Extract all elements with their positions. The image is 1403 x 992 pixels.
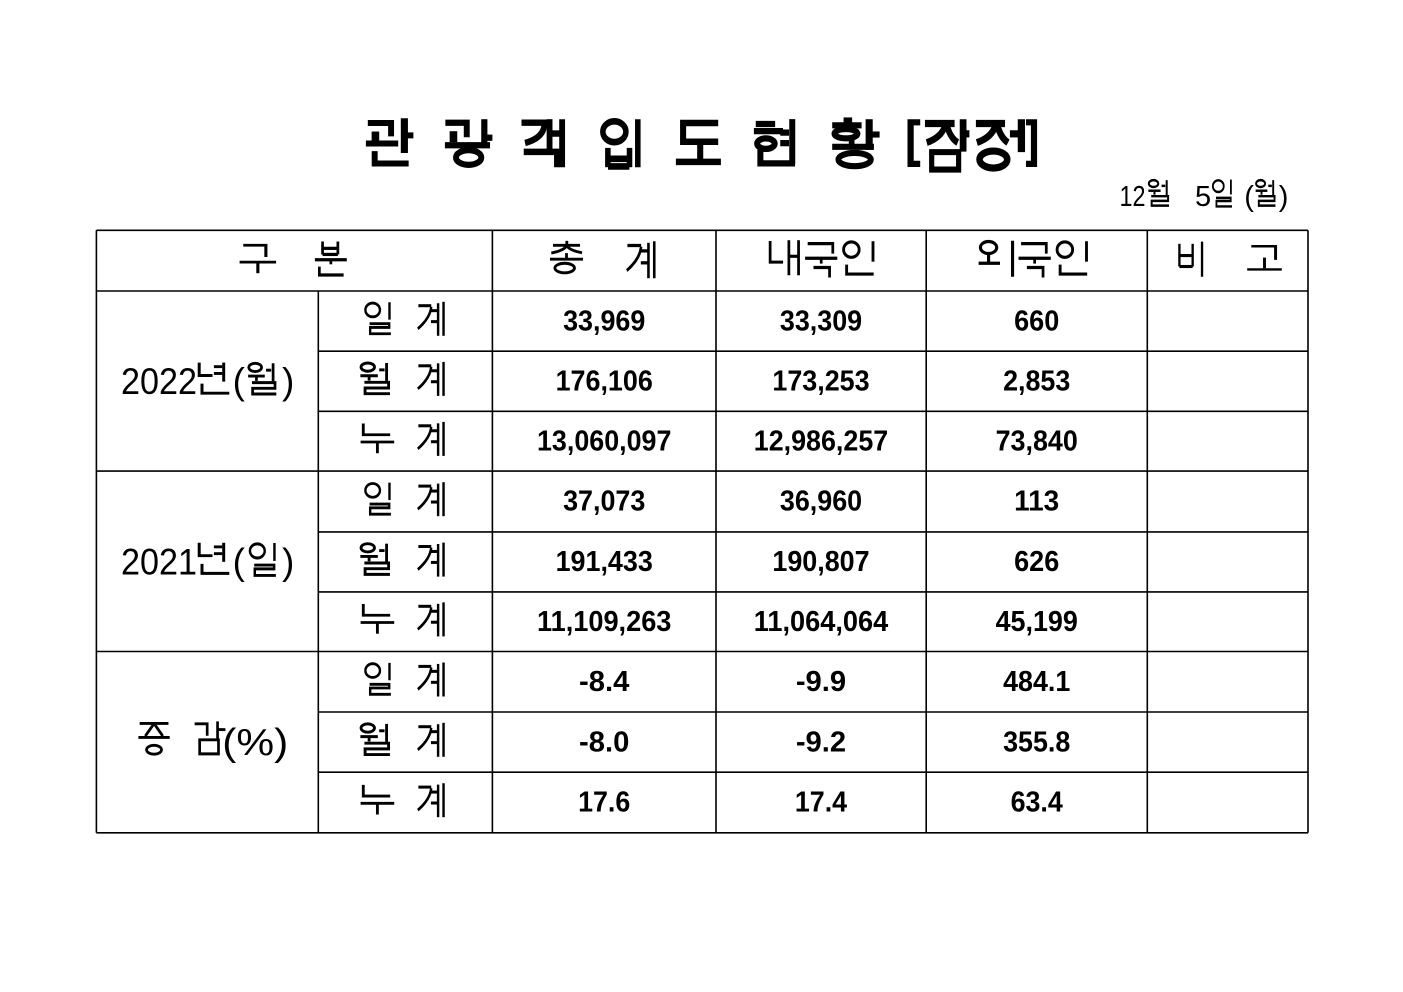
svg-text:113: 113: [1014, 486, 1059, 518]
svg-text:2,853: 2,853: [1003, 365, 1070, 397]
svg-text:626: 626: [1014, 546, 1059, 578]
svg-text:355.8: 355.8: [1003, 726, 1070, 758]
svg-text:484.1: 484.1: [1003, 666, 1070, 698]
svg-text:(%): (%): [222, 722, 288, 764]
svg-text:12,986,257: 12,986,257: [754, 425, 888, 457]
svg-text:-8.0: -8.0: [579, 726, 629, 758]
svg-text:5: 5: [1195, 181, 1211, 213]
svg-text:-9.9: -9.9: [796, 666, 846, 698]
svg-text:33,969: 33,969: [563, 305, 645, 337]
svg-text:11,064,064: 11,064,064: [754, 606, 888, 638]
svg-text:13,060,097: 13,060,097: [537, 425, 671, 457]
svg-text:): ): [282, 541, 294, 582]
svg-text:73,840: 73,840: [996, 425, 1078, 457]
svg-text:): ): [1279, 181, 1289, 213]
svg-text:2022: 2022: [121, 361, 197, 402]
svg-text:176,106: 176,106: [556, 365, 653, 397]
svg-text:45,199: 45,199: [996, 606, 1078, 638]
svg-text:2021: 2021: [121, 541, 197, 582]
svg-text:12: 12: [1120, 181, 1146, 213]
svg-text:33,309: 33,309: [780, 305, 862, 337]
svg-text:17.4: 17.4: [795, 787, 847, 819]
svg-text:63.4: 63.4: [1011, 787, 1063, 819]
svg-text:-8.4: -8.4: [579, 666, 629, 698]
svg-text:173,253: 173,253: [772, 365, 869, 397]
svg-text:37,073: 37,073: [563, 486, 645, 518]
svg-text:-9.2: -9.2: [796, 726, 846, 758]
svg-text:190,807: 190,807: [772, 546, 869, 578]
svg-text:11,109,263: 11,109,263: [537, 606, 671, 638]
svg-text:36,960: 36,960: [780, 486, 862, 518]
svg-text:(: (: [233, 361, 246, 402]
svg-text:(: (: [1244, 181, 1254, 213]
svg-text:): ): [282, 361, 294, 402]
svg-text:17.6: 17.6: [578, 787, 630, 819]
svg-text:660: 660: [1014, 305, 1059, 337]
svg-text:(: (: [233, 541, 246, 582]
svg-text:191,433: 191,433: [556, 546, 653, 578]
